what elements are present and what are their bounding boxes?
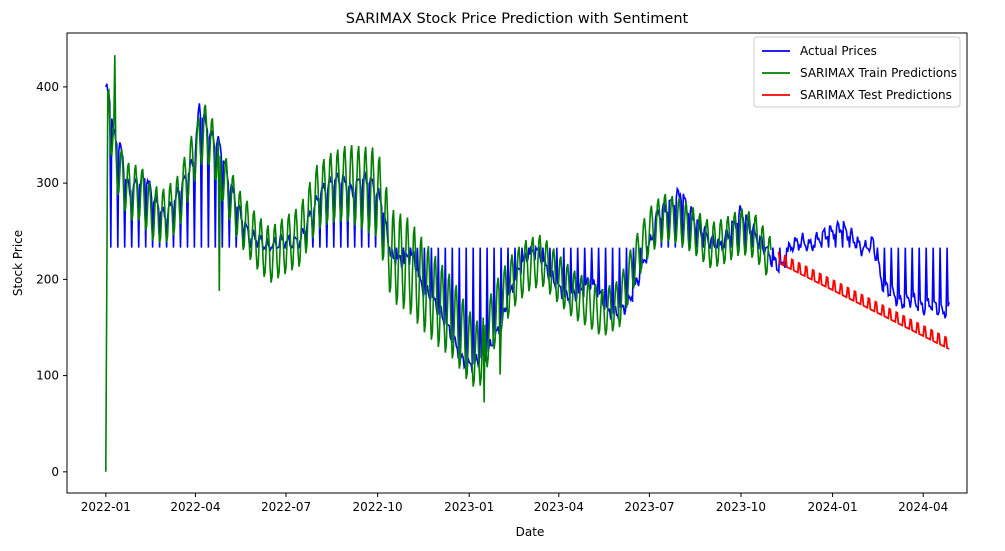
legend-label: SARIMAX Test Predictions	[800, 88, 952, 102]
plot-frame	[66, 32, 968, 494]
chart-title: SARIMAX Stock Price Prediction with Sent…	[346, 11, 689, 27]
series-test-predictions-line	[777, 251, 950, 350]
series-actual-prices-line	[105, 83, 950, 373]
y-tick-label: 100	[36, 369, 59, 383]
legend-label: SARIMAX Train Predictions	[800, 66, 957, 80]
y-tick-label: 200	[36, 272, 59, 286]
x-axis-label: Date	[516, 525, 545, 539]
x-tick-label: 2024-04	[898, 500, 948, 514]
x-tick-label: 2023-04	[534, 500, 584, 514]
x-axis: 2022-01 2022-04 2022-07 2022-10 2023-01 2023-…	[81, 493, 948, 514]
y-tick-label: 300	[36, 176, 59, 190]
x-tick-label: 2022-10	[353, 500, 403, 514]
series-train-predictions-line	[105, 55, 772, 472]
legend-box	[753, 36, 961, 108]
x-tick-label: 2024-01	[808, 500, 858, 514]
x-tick-label: 2022-07	[261, 500, 311, 514]
x-tick-label: 2023-01	[444, 500, 494, 514]
y-tick-label: 400	[36, 80, 59, 94]
series-layer	[105, 55, 950, 472]
x-tick-label: 2023-07	[624, 500, 674, 514]
x-tick-label: 2023-10	[716, 500, 766, 514]
x-tick-label: 2022-01	[81, 500, 131, 514]
y-axis-label: Stock Price	[11, 230, 25, 296]
legend: Actual Prices SARIMAX Train Predictions SA…	[753, 36, 961, 108]
y-tick-label: 0	[51, 465, 59, 479]
legend-label: Actual Prices	[800, 44, 877, 58]
y-axis: 0 100 200 300 400	[36, 80, 67, 479]
x-tick-label: 2022-04	[170, 500, 220, 514]
